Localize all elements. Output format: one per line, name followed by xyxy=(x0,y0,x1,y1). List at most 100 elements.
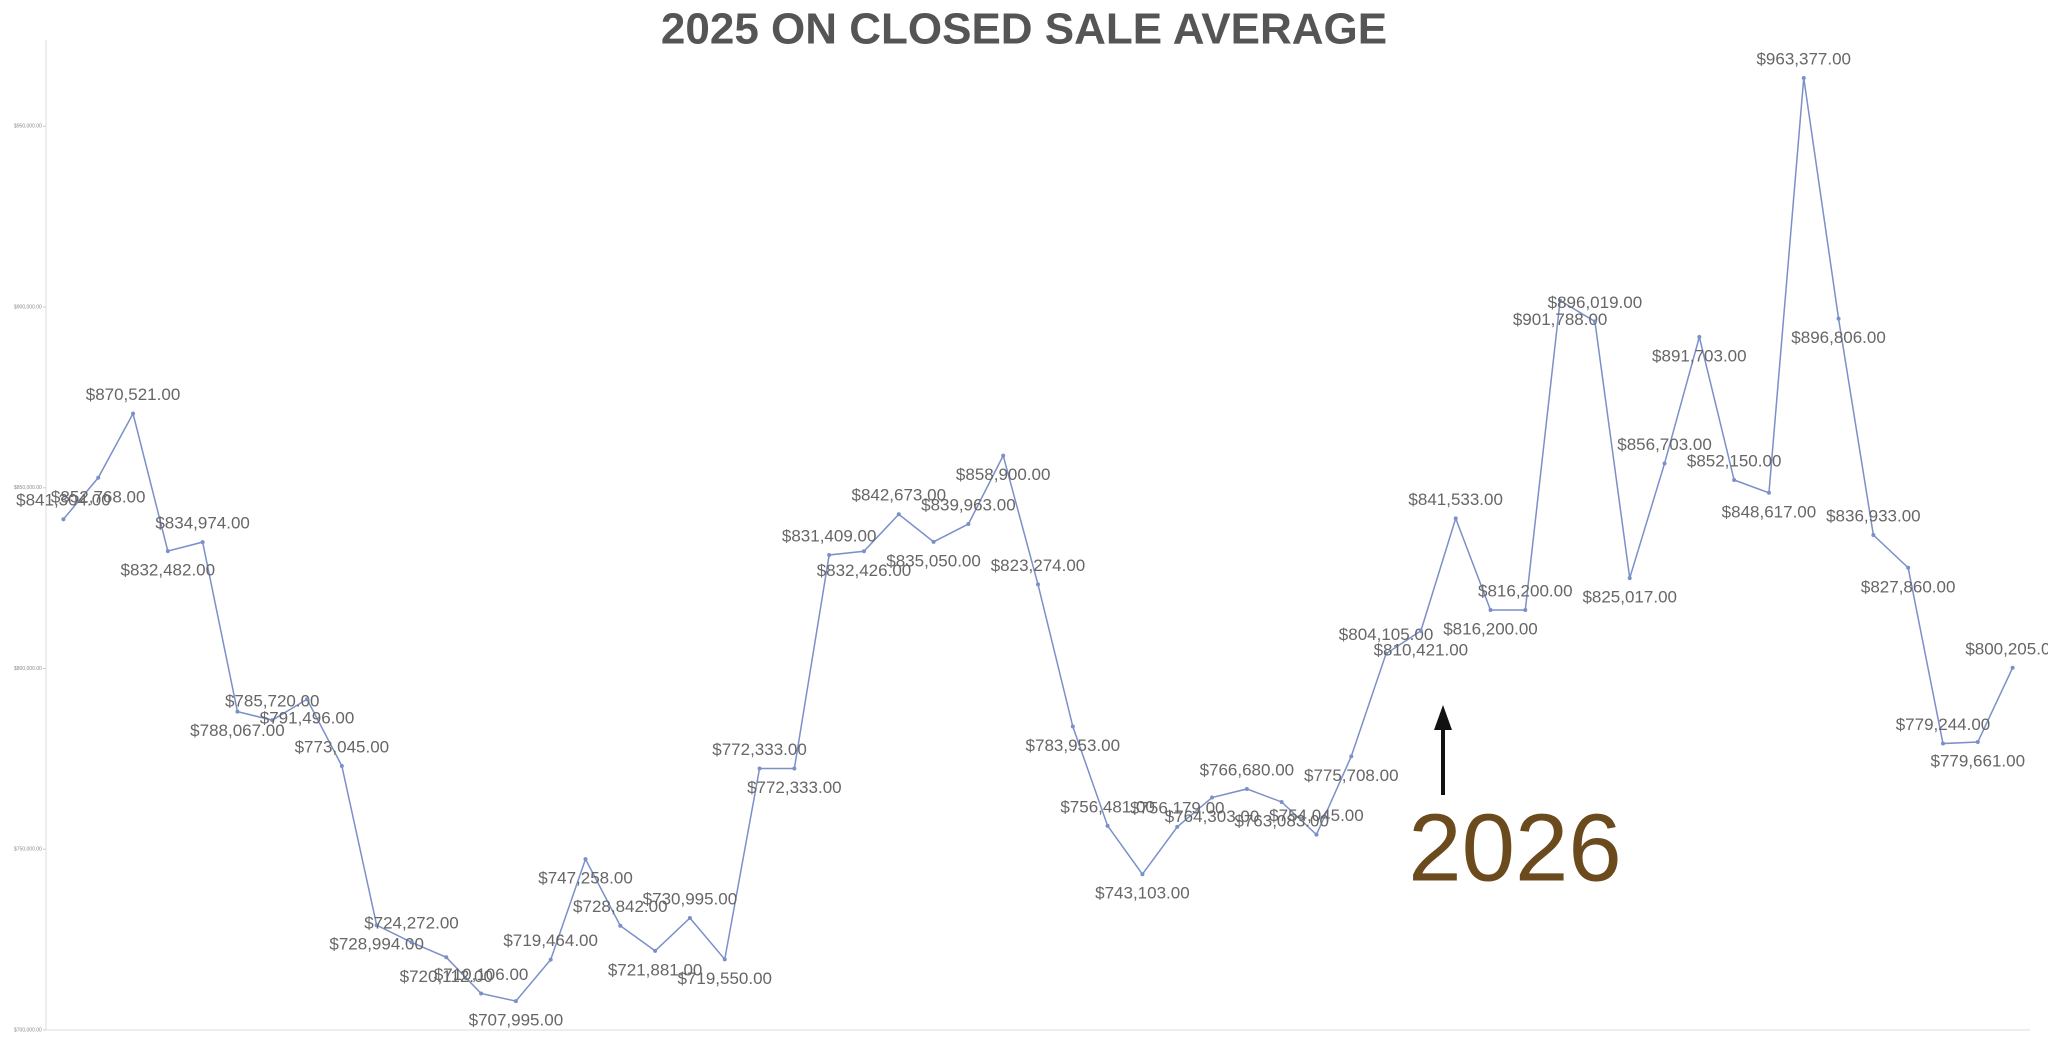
data-point xyxy=(1244,786,1249,791)
data-point xyxy=(1210,795,1215,800)
data-label: $788,067.00 xyxy=(190,721,285,740)
data-label: $841,533.00 xyxy=(1408,490,1503,509)
data-point xyxy=(339,763,344,768)
data-label: $839,963.00 xyxy=(921,496,1016,515)
data-point xyxy=(1349,754,1354,759)
data-label: $719,550.00 xyxy=(677,969,772,988)
data-point xyxy=(1627,576,1632,581)
data-point xyxy=(1592,319,1597,324)
y-tick-label: $700,000.00 xyxy=(14,1027,42,1033)
data-label: $842,673.00 xyxy=(851,486,946,505)
data-label: $825,017.00 xyxy=(1582,588,1677,607)
y-tick-label: $800,000.00 xyxy=(14,666,42,672)
data-label: $816,200.00 xyxy=(1478,581,1573,600)
data-point xyxy=(792,766,797,771)
data-label: $730,995.00 xyxy=(643,889,738,908)
data-label: $728,842.00 xyxy=(573,897,668,916)
data-point xyxy=(270,718,275,723)
data-label: $775,708.00 xyxy=(1304,766,1399,785)
annotation-arrowhead xyxy=(1434,705,1452,730)
data-point xyxy=(1001,453,1006,458)
data-label: $834,974.00 xyxy=(155,514,250,533)
data-label: $756,179.00 xyxy=(1130,798,1225,817)
data-label: $804,105.00 xyxy=(1339,625,1434,644)
data-label: $728,994.00 xyxy=(329,935,424,954)
data-point xyxy=(827,552,832,557)
y-tick-label: $900,000.00 xyxy=(14,304,42,310)
data-point xyxy=(200,540,205,545)
data-label: $766,680.00 xyxy=(1200,760,1295,779)
data-point xyxy=(1384,651,1389,656)
data-label: $831,409.00 xyxy=(782,526,877,545)
data-point xyxy=(1558,298,1563,303)
data-point xyxy=(1940,741,1945,746)
data-label: $721,881.00 xyxy=(608,960,703,979)
data-point xyxy=(2010,665,2015,670)
data-point xyxy=(479,991,484,996)
data-point xyxy=(1732,478,1737,483)
data-label: $747,258.00 xyxy=(538,869,633,888)
data-label: $772,333.00 xyxy=(747,778,842,797)
data-point xyxy=(1105,823,1110,828)
data-point xyxy=(757,766,762,771)
data-point xyxy=(165,549,170,554)
data-point xyxy=(61,517,66,522)
data-label: $810,421.00 xyxy=(1374,640,1469,659)
data-point xyxy=(966,522,971,527)
data-point xyxy=(235,709,240,714)
data-label: $870,521.00 xyxy=(86,385,181,404)
data-label: $719,464.00 xyxy=(503,931,598,950)
data-point xyxy=(896,512,901,517)
data-label: $856,703.00 xyxy=(1617,435,1712,454)
data-label: $772,333.00 xyxy=(712,740,807,759)
data-point xyxy=(1766,490,1771,495)
data-point xyxy=(583,857,588,862)
data-label: $754,045.00 xyxy=(1269,806,1364,825)
data-point xyxy=(1975,740,1980,745)
data-label: $836,933.00 xyxy=(1826,506,1921,525)
data-label: $764,303.00 xyxy=(1165,807,1260,826)
data-label: $785,720.00 xyxy=(225,692,320,711)
annotation: 2026 xyxy=(1408,794,1622,901)
data-point xyxy=(131,411,136,416)
data-label: $896,806.00 xyxy=(1791,328,1886,347)
data-label: $800,205.00 xyxy=(1965,639,2048,658)
data-label: $724,272.00 xyxy=(364,914,459,933)
data-label: $852,768.00 xyxy=(51,487,146,506)
data-point xyxy=(1070,724,1075,729)
data-label: $763,083.00 xyxy=(1234,811,1329,830)
data-label: $773,045.00 xyxy=(295,737,390,756)
data-point xyxy=(653,948,658,953)
data-point xyxy=(1871,533,1876,538)
data-point xyxy=(1488,607,1493,612)
data-label: $832,482.00 xyxy=(121,561,216,580)
data-label: $835,050.00 xyxy=(886,551,981,570)
data-point xyxy=(722,957,727,962)
data-point xyxy=(618,923,623,928)
data-label: $756,481.00 xyxy=(1060,797,1155,816)
data-point xyxy=(1175,824,1180,829)
y-tick-label: $850,000.00 xyxy=(14,485,42,491)
data-point xyxy=(96,475,101,480)
data-label: $848,617.00 xyxy=(1722,502,1817,521)
data-point xyxy=(931,539,936,544)
data-label: $901,788.00 xyxy=(1513,310,1608,329)
data-label: $816,200.00 xyxy=(1443,619,1538,638)
data-label: $858,900.00 xyxy=(956,465,1051,484)
data-point xyxy=(1523,607,1528,612)
data-label: $832,426.00 xyxy=(817,561,912,580)
data-label: $896,019.00 xyxy=(1548,293,1643,312)
data-point xyxy=(548,957,553,962)
data-point xyxy=(1836,316,1841,321)
y-tick-label: $750,000.00 xyxy=(14,847,42,853)
y-tick-label: $950,000.00 xyxy=(14,124,42,130)
data-label: $823,274.00 xyxy=(991,556,1086,575)
data-point xyxy=(1036,582,1040,587)
data-point xyxy=(1418,628,1423,633)
data-label: $710,106.00 xyxy=(434,965,529,984)
data-point xyxy=(687,915,692,920)
data-point xyxy=(513,999,518,1004)
data-label: $891,703.00 xyxy=(1652,347,1747,366)
data-label: $783,953.00 xyxy=(1026,736,1121,755)
